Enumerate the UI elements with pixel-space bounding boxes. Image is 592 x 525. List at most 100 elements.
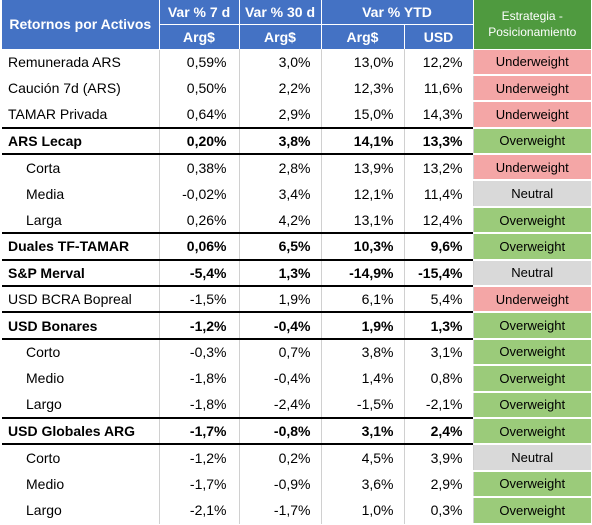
cell-ytd-usd: 13,2% (404, 153, 474, 181)
position-badge: Overweight (473, 232, 591, 261)
cell-var-7d: -5,4% (159, 258, 240, 287)
table-header: Retornos por Activos Var % 7 d Var % 30 … (2, 0, 591, 50)
row-label: USD Bonares (2, 311, 160, 339)
cell-ytd-ars: 1,9% (321, 311, 405, 339)
table-row: Largo -2,1% -1,7% 1,0% 0,3% Overweight (2, 497, 591, 525)
cell-ytd-ars: 3,6% (321, 470, 405, 498)
cell-ytd-ars: -14,9% (321, 258, 405, 287)
cell-ytd-ars: 15,0% (321, 101, 405, 128)
cell-var-30d: 2,9% (239, 101, 322, 128)
cell-var-30d: 3,8% (239, 126, 322, 155)
row-label: Remunerada ARS (2, 49, 160, 75)
table-row: Corto -0,3% 0,7% 3,8% 3,1% Overweight (2, 337, 591, 367)
cell-var-7d: 0,20% (159, 126, 240, 155)
row-label: Larga (2, 206, 160, 234)
position-badge: Neutral (473, 443, 591, 472)
cell-var-30d: -0,4% (239, 311, 322, 339)
position-badge: Overweight (473, 391, 591, 419)
row-label: USD BCRA Bopreal (2, 285, 160, 313)
cell-ytd-ars: -1,5% (321, 391, 405, 418)
cell-var-30d: 1,9% (239, 285, 322, 313)
header-assets: Retornos por Activos (2, 0, 160, 50)
cell-ytd-usd: 9,6% (404, 232, 474, 260)
table-row: Corta 0,38% 2,8% 13,9% 13,2% Underweight (2, 153, 591, 182)
cell-var-7d: -1,7% (159, 416, 240, 445)
row-label: ARS Lecap (2, 126, 160, 155)
cell-ytd-usd: 11,6% (404, 74, 474, 102)
position-badge: Overweight (473, 416, 591, 446)
cell-ytd-ars: 3,8% (321, 337, 405, 366)
header-currency-ytd-usd: USD (403, 24, 473, 49)
cell-ytd-usd: 0,3% (404, 497, 474, 524)
row-label: Corta (2, 153, 160, 181)
cell-var-30d: -1,7% (239, 497, 322, 524)
table-row: ARS Lecap 0,20% 3,8% 14,1% 13,3% Overweight (2, 126, 591, 156)
cell-var-7d: 0,64% (159, 101, 240, 128)
cell-ytd-usd: 1,3% (404, 311, 474, 339)
row-label: Largo (2, 391, 160, 418)
cell-ytd-usd: 3,9% (404, 443, 474, 471)
cell-var-7d: -1,2% (159, 443, 240, 471)
cell-ytd-ars: 13,1% (321, 206, 405, 234)
row-label: Largo (2, 497, 160, 524)
cell-ytd-ars: 14,1% (321, 126, 405, 155)
cell-var-30d: 3,4% (239, 180, 322, 207)
cell-var-30d: 3,0% (239, 49, 322, 75)
position-badge: Overweight (473, 311, 591, 340)
cell-var-7d: -1,8% (159, 391, 240, 418)
cell-ytd-usd: 14,3% (404, 101, 474, 128)
cell-var-30d: 2,2% (239, 74, 322, 102)
cell-var-7d: -2,1% (159, 497, 240, 524)
cell-var-7d: 0,26% (159, 206, 240, 234)
cell-var-7d: 0,06% (159, 232, 240, 260)
header-currency-7d: Arg$ (158, 24, 239, 49)
table-row: Remunerada ARS 0,59% 3,0% 13,0% 12,2% Underwe… (2, 49, 591, 76)
cell-var-30d: -2,4% (239, 391, 322, 418)
cell-var-30d: -0,8% (239, 416, 322, 445)
cell-var-7d: -1,8% (159, 365, 240, 392)
table-row: TAMAR Privada 0,64% 2,9% 15,0% 14,3% Underwei… (2, 101, 591, 129)
cell-var-30d: 1,3% (239, 258, 322, 287)
cell-ytd-ars: 13,9% (321, 153, 405, 181)
cell-ytd-usd: 12,2% (404, 49, 474, 75)
position-badge: Underweight (473, 153, 591, 182)
cell-var-30d: 0,2% (239, 443, 322, 471)
cell-var-7d: -1,2% (159, 311, 240, 339)
cell-var-7d: -1,7% (159, 470, 240, 498)
cell-var-30d: 6,5% (239, 232, 322, 260)
cell-var-30d: 4,2% (239, 206, 322, 234)
cell-var-7d: 0,38% (159, 153, 240, 181)
position-badge: Overweight (473, 497, 591, 525)
row-label: Duales TF-TAMAR (2, 232, 160, 260)
cell-ytd-ars: 6,1% (321, 285, 405, 313)
table-row: Medio -1,8% -0,4% 1,4% 0,8% Overweight (2, 365, 591, 393)
cell-ytd-ars: 10,3% (321, 232, 405, 260)
cell-var-30d: 2,8% (239, 153, 322, 181)
position-badge: Underweight (473, 285, 591, 314)
cell-ytd-ars: 12,1% (321, 180, 405, 207)
cell-var-30d: 0,7% (239, 337, 322, 366)
header-var-7d: Var % 7 d (158, 0, 239, 25)
cell-ytd-ars: 3,1% (321, 416, 405, 445)
cell-ytd-usd: 12,4% (404, 206, 474, 234)
header-strategy: Estrategia - Posicionamiento (472, 0, 591, 50)
row-label: Medio (2, 365, 160, 392)
table-body: Remunerada ARS 0,59% 3,0% 13,0% 12,2% Underwe… (2, 49, 591, 525)
cell-ytd-usd: 2,4% (404, 416, 474, 445)
table-row: Caución 7d (ARS) 0,50% 2,2% 12,3% 11,6% Under… (2, 74, 591, 103)
table-row: Duales TF-TAMAR 0,06% 6,5% 10,3% 9,6% Overwei… (2, 232, 591, 261)
position-badge: Underweight (473, 49, 591, 76)
cell-ytd-ars: 12,3% (321, 74, 405, 102)
row-label: Medio (2, 470, 160, 498)
cell-ytd-usd: 0,8% (404, 365, 474, 392)
cell-var-30d: -0,9% (239, 470, 322, 498)
table-row: USD Bonares -1,2% -0,4% 1,9% 1,3% Overweight (2, 311, 591, 340)
table-row: Largo -1,8% -2,4% -1,5% -2,1% Overweight (2, 391, 591, 419)
cell-var-30d: -0,4% (239, 365, 322, 392)
cell-var-7d: -0,3% (159, 337, 240, 366)
cell-ytd-ars: 1,4% (321, 365, 405, 392)
position-badge: Underweight (473, 101, 591, 129)
table-row: USD Globales ARG -1,7% -0,8% 3,1% 2,4% Overwe… (2, 416, 591, 446)
header-currency-ytd-ars: Arg$ (320, 24, 404, 49)
position-badge: Overweight (473, 206, 591, 235)
